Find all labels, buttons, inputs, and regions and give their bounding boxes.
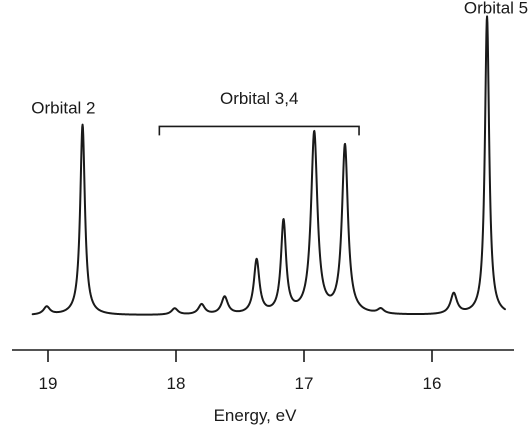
x-axis-label: Energy, eV	[214, 406, 298, 425]
x-tick-label-16: 16	[423, 374, 442, 393]
x-axis: 19 18 17 16 Energy, eV	[12, 349, 514, 425]
x-ticks: 19 18 17 16	[39, 350, 442, 393]
peak-annotations: Orbital 2 Orbital 3,4 Orbital 5	[31, 0, 528, 118]
x-tick-label-19: 19	[39, 374, 58, 393]
spectrum-line	[31, 15, 506, 316]
annotation-orbital-2: Orbital 2	[31, 99, 95, 118]
annotation-orbital-5: Orbital 5	[464, 0, 528, 18]
orbital-3-4-bracket	[158, 125, 360, 136]
annotation-orbital-3-4: Orbital 3,4	[220, 89, 298, 108]
x-tick-label-18: 18	[167, 374, 186, 393]
x-tick-label-17: 17	[295, 374, 314, 393]
